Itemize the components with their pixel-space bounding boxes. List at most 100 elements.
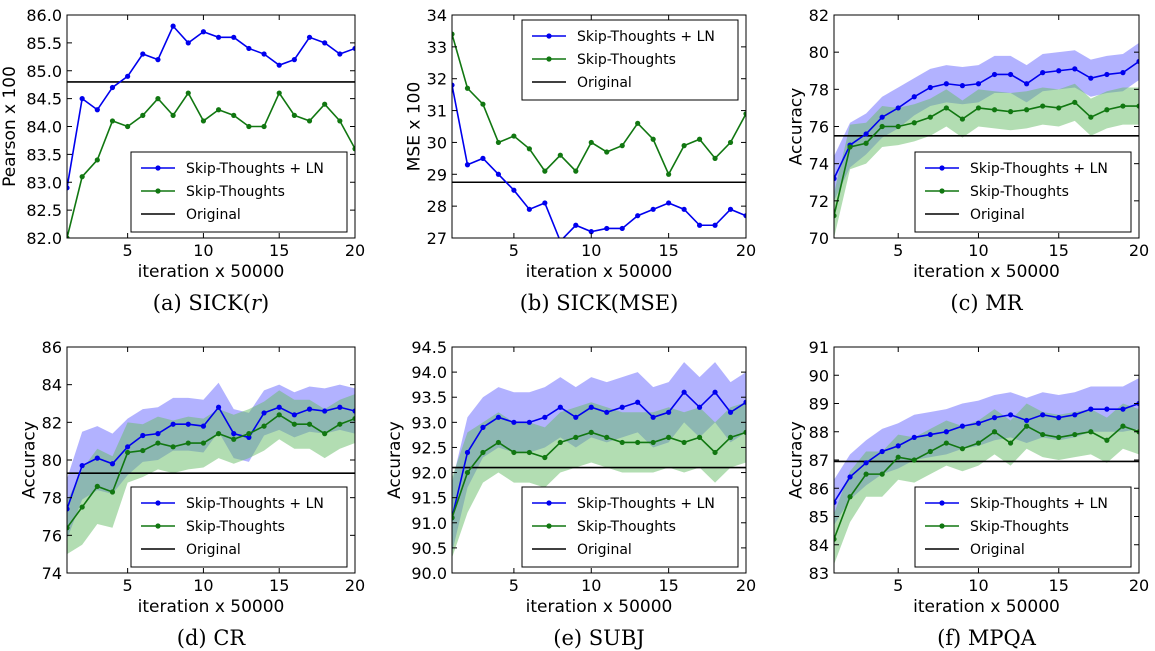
y-tick-label: 86.0 (26, 6, 62, 25)
y-tick-label: 78 (42, 489, 62, 508)
point-base (1104, 437, 1110, 443)
point-ln (480, 424, 486, 430)
panel-f: 5 10 15 20 83 84 85 86 87 88 89 90 91 iteration x 500… (786, 338, 1149, 650)
point-ln (1056, 415, 1062, 421)
series-line-ln (834, 60, 1139, 179)
band-base (452, 402, 746, 558)
point-base (125, 449, 131, 456)
point-base (1120, 423, 1126, 429)
point-base (464, 85, 471, 91)
legend-marker-ln (546, 500, 552, 506)
x-axis-label: iteration x 50000 (138, 597, 285, 617)
point-base (215, 107, 222, 113)
plot-area (452, 362, 746, 558)
point-ln (696, 404, 703, 410)
point-base (1088, 429, 1094, 435)
point-ln (215, 34, 222, 40)
point-base (1056, 105, 1062, 111)
point-base (834, 536, 837, 542)
point-ln (125, 444, 131, 450)
x-tick-label: 10 (581, 241, 601, 260)
point-base (511, 133, 517, 139)
point-base (542, 168, 548, 174)
point-base (927, 448, 933, 455)
point-base (604, 434, 610, 440)
point-ln (727, 409, 734, 415)
point-base (125, 123, 131, 130)
point-ln (1120, 70, 1126, 76)
point-ln (94, 107, 100, 113)
point-base (246, 123, 252, 130)
point-ln (337, 404, 343, 410)
point-ln (573, 222, 579, 228)
point-base (696, 136, 703, 142)
legend-marker-base (939, 188, 945, 194)
point-base (1104, 107, 1110, 113)
point-base (337, 421, 343, 427)
point-ln (650, 206, 656, 212)
point-base (588, 139, 594, 146)
point-base (1024, 423, 1030, 429)
point-ln (480, 155, 486, 161)
point-ln (727, 206, 734, 212)
panel-caption: (a) SICK(r) (153, 291, 269, 315)
point-ln (991, 71, 998, 78)
y-tick-label: 27 (427, 229, 447, 248)
point-ln (306, 406, 313, 412)
x-tick-label: 20 (1129, 241, 1149, 260)
point-ln (604, 225, 610, 232)
point-ln (1104, 71, 1110, 78)
legend: Skip-Thoughts + LN Skip-Thoughts Original (130, 151, 348, 233)
point-ln (635, 213, 641, 219)
point-base (975, 440, 982, 446)
plot-area (67, 23, 355, 238)
point-ln (322, 408, 328, 414)
point-ln (650, 414, 656, 420)
y-tick-label: 34 (427, 6, 447, 25)
point-base (959, 446, 966, 452)
point-ln (140, 432, 146, 439)
point-base (109, 489, 116, 495)
point-base (231, 112, 237, 118)
point-ln (200, 29, 207, 35)
x-tick-label: 10 (193, 576, 213, 595)
y-tick-label: 82.0 (26, 229, 62, 248)
point-base (847, 494, 853, 500)
point-base (170, 444, 176, 450)
point-base (834, 213, 837, 219)
legend-box (914, 486, 1132, 568)
point-base (495, 439, 502, 446)
point-base (619, 143, 625, 149)
point-base (666, 434, 672, 440)
point-ln (834, 499, 837, 505)
y-tick-label: 83.0 (26, 173, 62, 192)
y-tick-label: 85 (809, 508, 829, 527)
point-ln (879, 114, 885, 120)
point-ln (542, 200, 548, 206)
point-ln (352, 45, 355, 52)
y-tick-label: 72 (809, 192, 829, 211)
point-base (291, 112, 297, 118)
x-axis-label: iteration x 50000 (913, 597, 1060, 617)
point-ln (464, 162, 471, 168)
legend-marker-base (155, 188, 161, 194)
legend-label-ln: Skip-Thoughts + LN (577, 29, 715, 45)
point-ln (140, 51, 146, 57)
point-base (480, 101, 486, 107)
y-tick-label: 30 (427, 133, 447, 152)
point-ln (1072, 66, 1078, 72)
point-ln (959, 423, 966, 429)
point-ln (526, 419, 532, 425)
point-ln (696, 222, 703, 228)
point-ln (619, 225, 625, 232)
y-tick-label: 84.5 (26, 90, 62, 109)
point-base (542, 454, 548, 461)
point-base (322, 101, 328, 107)
y-tick-label: 84 (42, 376, 62, 395)
point-base (67, 525, 70, 531)
point-base (1120, 103, 1126, 109)
point-base (155, 440, 161, 446)
y-tick-label: 76 (42, 526, 62, 545)
axes-frame (451, 14, 747, 239)
